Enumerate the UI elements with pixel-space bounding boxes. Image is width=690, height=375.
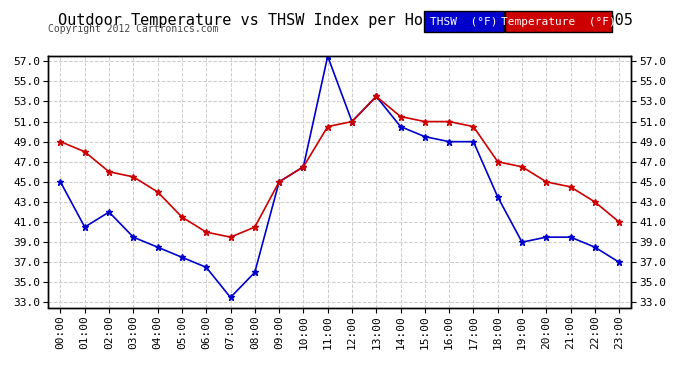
- Text: Outdoor Temperature vs THSW Index per Hour (24 Hours)  20121005: Outdoor Temperature vs THSW Index per Ho…: [57, 13, 633, 28]
- Text: THSW  (°F): THSW (°F): [431, 16, 497, 27]
- Text: Copyright 2012 Cartronics.com: Copyright 2012 Cartronics.com: [48, 24, 219, 34]
- Text: Temperature  (°F): Temperature (°F): [501, 16, 616, 27]
